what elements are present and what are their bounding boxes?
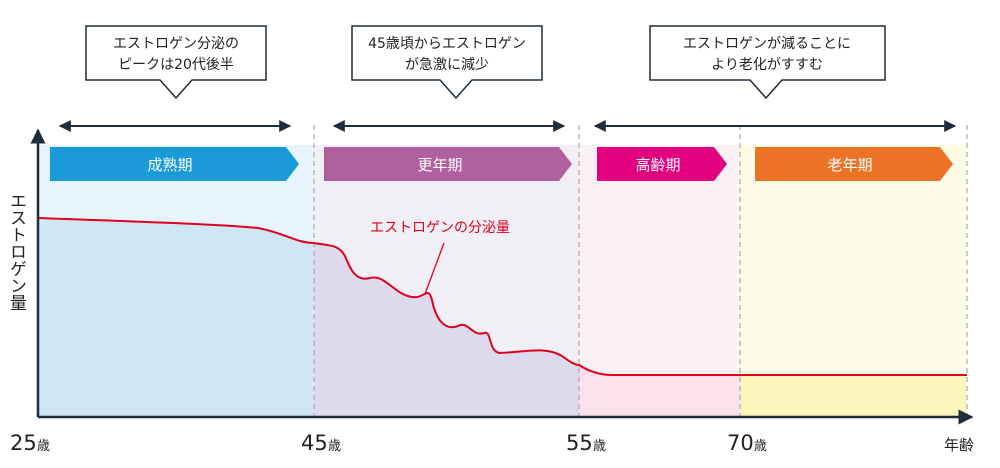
callout-aging: エストロゲンが減ることに より老化がすすむ [649,25,886,100]
callout-aging-line1: エストロゲンが減ることに [683,35,851,52]
x-tick-45-unit: 歳 [328,439,341,454]
area-fill-menopause [314,243,579,417]
callout-decline-line2: が急激に減少 [405,56,489,73]
y-axis-label: エストロゲン量 [6,192,27,311]
stage-label-menopause: 更年期 [417,156,462,174]
x-tick-25-age: 25 [10,431,37,455]
x-axis-end-label: 年齢 [944,436,974,454]
stage-label-old-age: 老年期 [827,156,872,174]
callout-peak-line2: ピークは20代後半 [118,57,234,73]
callout-decline-line1: 45歳頃からエストロゲン [368,36,526,52]
stage-label-elderly: 高齢期 [635,156,680,174]
stage-label-mature: 成熟期 [147,156,192,174]
x-tick-55-age: 55 [566,431,593,455]
stage-banner-elderly [597,147,727,181]
curve-label: エストロゲンの分泌量 [370,220,510,236]
zone-bg-elderly [579,145,740,417]
callout-peak-box [85,25,267,100]
estrogen-curve [37,217,967,376]
x-tick-55-unit: 歳 [593,439,606,454]
callout-decline: 45歳頃からエストロゲン が急激に減少 [351,25,543,100]
callout-peak: エストロゲン分泌の ピークは20代後半 [85,25,267,100]
stage-banner-mature [50,147,299,181]
area-fill-mature [38,218,314,417]
curve-label-leader [424,242,445,295]
x-tick-70-age: 70 [727,431,754,455]
callout-decline-box [351,25,543,100]
callout-aging-box [649,25,886,100]
area-fill-elderly [579,365,740,417]
stage-banner-old-age [755,147,953,181]
zone-bg-old-age [740,145,967,417]
callout-peak-line1: エストロゲン分泌の [113,36,239,52]
x-tick-25-unit: 歳 [37,439,50,454]
area-fill-old-age [740,375,967,417]
stage-banner-menopause [324,147,572,181]
callout-aging-line2: より老化がすすむ [711,57,823,73]
x-tick-45-age: 45 [301,431,328,455]
x-tick-70-unit: 歳 [754,439,767,454]
